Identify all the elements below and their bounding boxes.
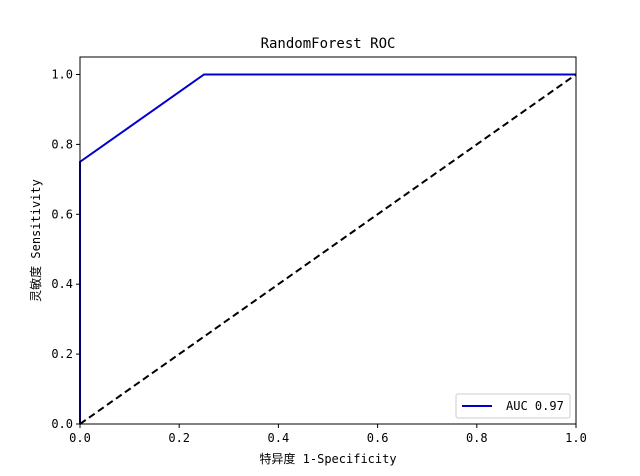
legend-box (455, 393, 571, 419)
x-tick-label: 0.2 (168, 431, 190, 445)
plot-frame (79, 56, 577, 425)
chart-title: RandomForest ROC (261, 36, 396, 52)
x-axis-label: 特异度 1-Specificity (259, 451, 396, 466)
y-tick-label: 0.2 (51, 347, 73, 361)
y-tick-label: 0.6 (51, 207, 73, 221)
y-tick-label: 0.4 (51, 277, 73, 291)
x-tick-label: 0.4 (268, 431, 290, 445)
reference-diagonal-line (79, 73, 577, 425)
legend-label: AUC 0.97 (506, 399, 564, 413)
plot-area (79, 73, 577, 425)
y-axis-ticks: 0.0 0.2 0.4 0.6 0.8 1.0 (51, 67, 80, 431)
x-tick-label: 0.0 (69, 431, 91, 445)
x-tick-label: 0.8 (466, 431, 488, 445)
y-tick-label: 0.8 (51, 137, 73, 151)
y-tick-label: 1.0 (51, 67, 73, 81)
x-axis-ticks: 0.0 0.2 0.4 0.6 0.8 1.0 (69, 424, 587, 445)
x-tick-label: 0.6 (367, 431, 389, 445)
y-axis-label: 灵敏度 Sensitivity (28, 179, 43, 302)
y-tick-label: 0.0 (51, 417, 73, 431)
legend: AUC 0.97 (455, 393, 571, 419)
x-tick-label: 1.0 (565, 431, 587, 445)
